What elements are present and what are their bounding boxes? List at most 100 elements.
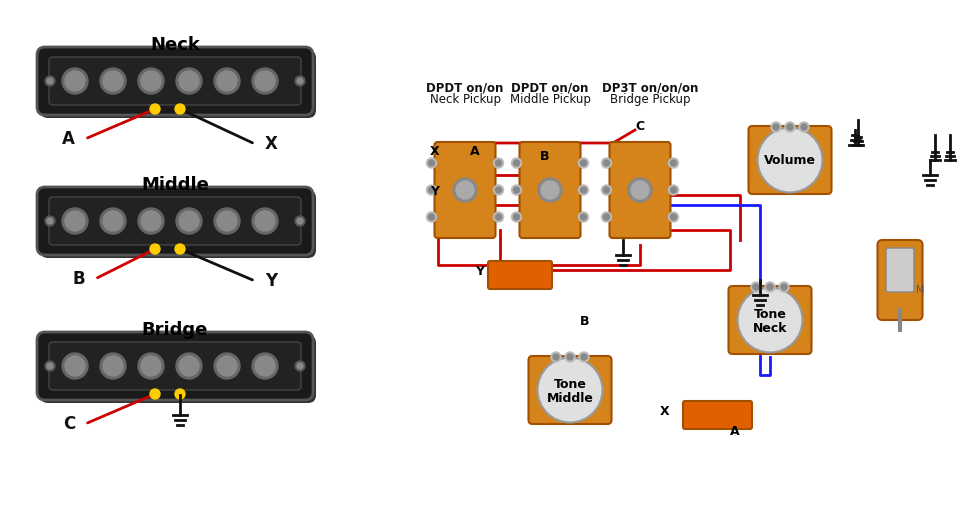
Circle shape bbox=[580, 187, 586, 193]
Circle shape bbox=[494, 185, 504, 195]
FancyBboxPatch shape bbox=[886, 248, 914, 292]
Circle shape bbox=[578, 212, 589, 222]
Text: M: M bbox=[915, 285, 924, 295]
Circle shape bbox=[453, 178, 477, 202]
FancyBboxPatch shape bbox=[728, 286, 811, 354]
Text: A: A bbox=[62, 130, 75, 148]
Circle shape bbox=[578, 158, 589, 168]
Text: B: B bbox=[580, 315, 590, 328]
Circle shape bbox=[45, 76, 55, 86]
Circle shape bbox=[512, 212, 521, 222]
Text: X: X bbox=[265, 135, 278, 153]
Circle shape bbox=[751, 282, 761, 292]
Circle shape bbox=[668, 158, 678, 168]
Text: DP3T on/on/on: DP3T on/on/on bbox=[602, 81, 698, 94]
Circle shape bbox=[179, 71, 199, 91]
Circle shape bbox=[297, 78, 303, 84]
Circle shape bbox=[428, 187, 434, 193]
FancyBboxPatch shape bbox=[528, 356, 612, 424]
Circle shape bbox=[787, 124, 793, 130]
Circle shape bbox=[65, 71, 85, 91]
Circle shape bbox=[295, 76, 305, 86]
Circle shape bbox=[176, 208, 202, 234]
Circle shape bbox=[602, 212, 612, 222]
Circle shape bbox=[567, 354, 573, 360]
Circle shape bbox=[45, 216, 55, 226]
FancyBboxPatch shape bbox=[37, 187, 313, 255]
Circle shape bbox=[138, 68, 164, 94]
Circle shape bbox=[670, 214, 676, 220]
Circle shape bbox=[175, 244, 185, 254]
Circle shape bbox=[217, 356, 237, 376]
Text: Middle: Middle bbox=[141, 176, 209, 194]
Text: A: A bbox=[470, 145, 479, 158]
Circle shape bbox=[537, 358, 603, 422]
Circle shape bbox=[217, 211, 237, 231]
Circle shape bbox=[252, 208, 278, 234]
Circle shape bbox=[100, 208, 126, 234]
Circle shape bbox=[765, 282, 775, 292]
Circle shape bbox=[753, 284, 759, 290]
Circle shape bbox=[628, 178, 652, 202]
FancyBboxPatch shape bbox=[434, 142, 496, 238]
Circle shape bbox=[604, 187, 610, 193]
Circle shape bbox=[45, 361, 55, 371]
Circle shape bbox=[738, 288, 803, 352]
Text: Neck: Neck bbox=[753, 321, 787, 335]
Circle shape bbox=[779, 282, 789, 292]
Text: Neck Pickup: Neck Pickup bbox=[429, 93, 501, 106]
Text: X: X bbox=[660, 405, 669, 418]
Circle shape bbox=[578, 185, 589, 195]
FancyBboxPatch shape bbox=[37, 332, 313, 400]
FancyBboxPatch shape bbox=[40, 190, 316, 258]
Circle shape bbox=[47, 78, 53, 84]
Circle shape bbox=[62, 68, 88, 94]
FancyBboxPatch shape bbox=[49, 197, 301, 245]
Text: Volume: Volume bbox=[764, 154, 816, 167]
Circle shape bbox=[103, 71, 123, 91]
FancyBboxPatch shape bbox=[37, 47, 313, 115]
FancyBboxPatch shape bbox=[877, 240, 922, 320]
Circle shape bbox=[217, 71, 237, 91]
Circle shape bbox=[426, 158, 436, 168]
Circle shape bbox=[297, 363, 303, 369]
Circle shape bbox=[255, 356, 275, 376]
Circle shape bbox=[494, 158, 504, 168]
Circle shape bbox=[175, 389, 185, 399]
Circle shape bbox=[496, 187, 502, 193]
Circle shape bbox=[138, 208, 164, 234]
Circle shape bbox=[801, 124, 807, 130]
Circle shape bbox=[65, 356, 85, 376]
Circle shape bbox=[150, 244, 160, 254]
Circle shape bbox=[255, 211, 275, 231]
Circle shape bbox=[295, 216, 305, 226]
Circle shape bbox=[670, 187, 676, 193]
Circle shape bbox=[494, 212, 504, 222]
Circle shape bbox=[176, 353, 202, 379]
Circle shape bbox=[767, 284, 773, 290]
Circle shape bbox=[551, 352, 561, 362]
Text: Y: Y bbox=[475, 265, 484, 278]
Circle shape bbox=[426, 212, 436, 222]
Circle shape bbox=[47, 218, 53, 224]
Circle shape bbox=[758, 128, 822, 193]
Text: Bridge Pickup: Bridge Pickup bbox=[610, 93, 690, 106]
FancyBboxPatch shape bbox=[40, 50, 316, 118]
FancyBboxPatch shape bbox=[49, 57, 301, 105]
Circle shape bbox=[179, 211, 199, 231]
Text: DPDT on/on: DPDT on/on bbox=[512, 81, 589, 94]
Circle shape bbox=[175, 104, 185, 114]
Circle shape bbox=[602, 158, 612, 168]
Circle shape bbox=[65, 211, 85, 231]
Circle shape bbox=[214, 68, 240, 94]
Circle shape bbox=[141, 71, 161, 91]
Circle shape bbox=[138, 353, 164, 379]
Circle shape bbox=[785, 122, 795, 132]
Circle shape bbox=[538, 178, 562, 202]
Text: A: A bbox=[730, 425, 740, 438]
Text: B: B bbox=[540, 150, 550, 163]
Text: B: B bbox=[73, 270, 85, 288]
Circle shape bbox=[514, 187, 519, 193]
Circle shape bbox=[514, 214, 519, 220]
Circle shape bbox=[496, 160, 502, 166]
